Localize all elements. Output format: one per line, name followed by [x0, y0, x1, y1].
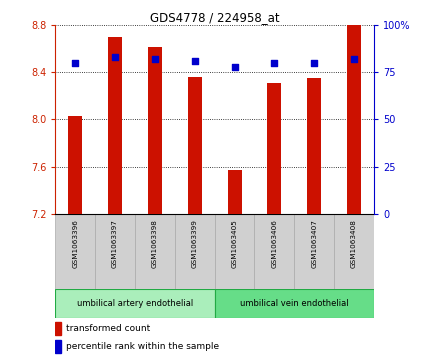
Point	[231, 64, 238, 70]
Bar	[148, 46, 162, 213]
Text: transformed count: transformed count	[66, 324, 150, 333]
Text: GSM1063396: GSM1063396	[72, 220, 78, 269]
Bar	[55, 322, 61, 335]
Title: GDS4778 / 224958_at: GDS4778 / 224958_at	[150, 11, 280, 24]
Bar	[347, 25, 361, 213]
Point	[311, 60, 317, 66]
Bar	[95, 213, 135, 289]
Bar	[267, 83, 281, 213]
Text: umbilical vein endothelial: umbilical vein endothelial	[240, 299, 348, 308]
Text: GSM1063397: GSM1063397	[112, 220, 118, 269]
Bar	[307, 78, 321, 213]
Point	[271, 60, 278, 66]
Text: GSM1063406: GSM1063406	[272, 220, 278, 269]
Bar	[227, 170, 241, 213]
Bar	[188, 77, 202, 213]
Bar	[215, 289, 374, 318]
Text: GSM1063405: GSM1063405	[232, 220, 238, 269]
Point	[151, 56, 158, 62]
Point	[191, 58, 198, 64]
Bar	[175, 213, 215, 289]
Bar	[135, 213, 175, 289]
Text: percentile rank within the sample: percentile rank within the sample	[66, 342, 220, 351]
Bar	[55, 339, 61, 353]
Bar	[55, 289, 215, 318]
Text: GSM1063408: GSM1063408	[351, 220, 357, 269]
Text: GSM1063407: GSM1063407	[311, 220, 317, 269]
Bar	[294, 213, 334, 289]
Text: GSM1063399: GSM1063399	[192, 220, 198, 269]
Text: GSM1063398: GSM1063398	[152, 220, 158, 269]
Bar	[255, 213, 294, 289]
Point	[351, 56, 357, 62]
Bar	[334, 213, 374, 289]
Text: umbilical artery endothelial: umbilical artery endothelial	[77, 299, 193, 308]
Bar	[108, 37, 122, 213]
Point	[112, 54, 119, 60]
Bar	[68, 116, 82, 213]
Bar	[55, 213, 95, 289]
Bar	[215, 213, 255, 289]
Point	[72, 60, 79, 66]
